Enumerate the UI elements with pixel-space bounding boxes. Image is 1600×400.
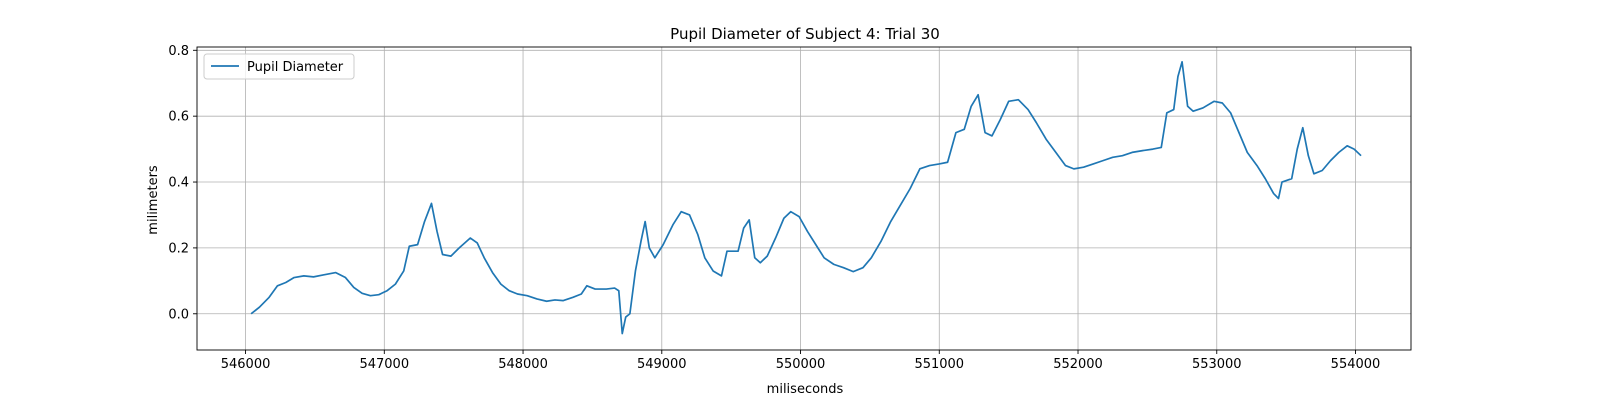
gridlines (197, 47, 1411, 350)
y-tick-label-0: 0.0 (168, 307, 189, 322)
x-tick-label-4: 550000 (776, 357, 826, 372)
x-tick-label-3: 549000 (637, 357, 687, 372)
y-tick-label-3: 0.6 (168, 110, 189, 125)
x-tick-label-5: 551000 (914, 357, 964, 372)
x-axis-label: miliseconds (767, 382, 844, 397)
y-tick-label-1: 0.2 (168, 241, 189, 256)
x-tick-label-0: 546000 (221, 357, 271, 372)
x-axis-ticks: 546000 547000 548000 549000 550000 551000 5520… (221, 350, 1381, 372)
legend-box (203, 53, 355, 80)
x-tick-label-6: 552000 (1053, 357, 1103, 372)
plot-frame (196, 46, 1412, 351)
x-tick-label-7: 553000 (1192, 357, 1242, 372)
y-axis-ticks: 0.0 0.2 0.4 0.6 0.8 (168, 44, 197, 322)
legend-entry-label: Pupil Diameter (247, 60, 344, 75)
x-tick-label-2: 548000 (498, 357, 548, 372)
y-tick-label-4: 0.8 (168, 44, 189, 59)
x-tick-label-1: 547000 (359, 357, 409, 372)
chart-title: Pupil Diameter of Subject 4: Trial 30 (670, 25, 940, 43)
x-tick-label-8: 554000 (1331, 357, 1381, 372)
legend: Pupil Diameter (203, 53, 355, 80)
y-axis-label: milimeters (146, 165, 161, 235)
y-tick-label-2: 0.4 (168, 176, 189, 191)
series-line-pupil-diameter (250, 60, 1362, 335)
